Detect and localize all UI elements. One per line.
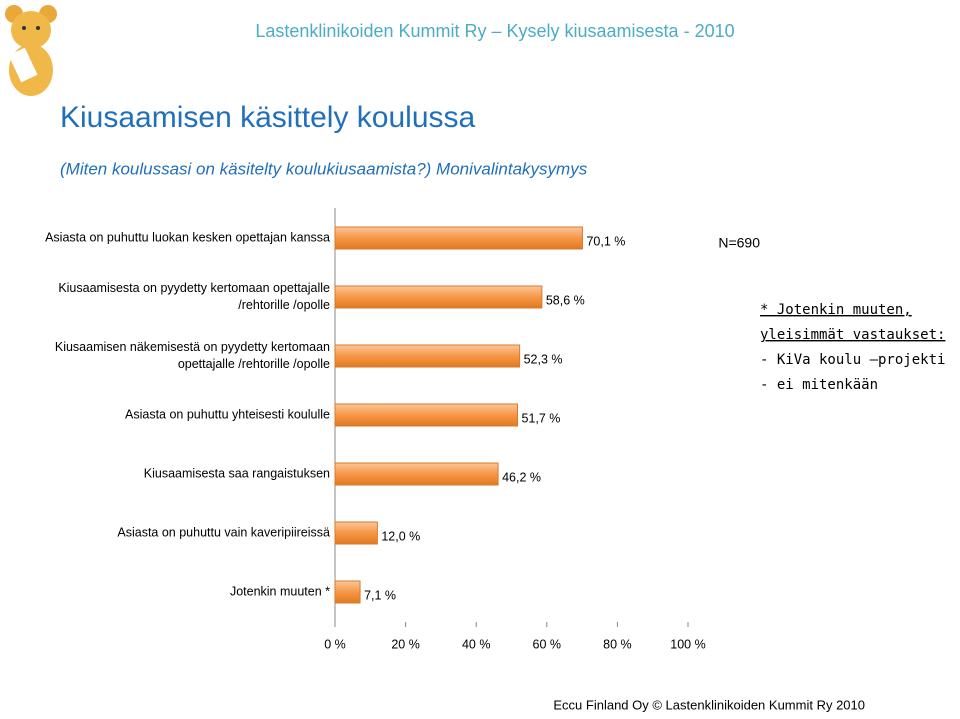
subtitle: (Miten koulussasi on käsitelty koulukius… bbox=[60, 159, 588, 178]
category-label: Kiusaamisesta on pyydetty kertomaan opet… bbox=[58, 281, 330, 312]
category-label: Asiasta on puhuttu yhteisesti koululle bbox=[125, 407, 330, 422]
footer: Eccu Finland Oy © Lastenklinikoiden Kumm… bbox=[553, 697, 865, 712]
x-tick-label: 40 % bbox=[462, 637, 491, 651]
bar bbox=[334, 226, 583, 250]
value-label: 51,7 % bbox=[522, 411, 561, 425]
bar bbox=[334, 462, 499, 486]
sample-size: N=690 bbox=[718, 235, 760, 251]
value-label: 7,1 % bbox=[364, 588, 396, 602]
category-label: Jotenkin muuten * bbox=[229, 584, 330, 599]
note: - KiVa koulu –projekti bbox=[760, 352, 945, 368]
logo-bear bbox=[5, 5, 57, 96]
x-tick-label: 60 % bbox=[533, 637, 562, 651]
value-label: 12,0 % bbox=[381, 529, 420, 543]
x-tick-label: 0 % bbox=[324, 637, 346, 651]
category-label: Asiasta on puhuttu luokan kesken opettaj… bbox=[45, 230, 330, 245]
x-tick-label: 80 % bbox=[603, 637, 632, 651]
bar bbox=[334, 580, 361, 604]
x-tick-label: 20 % bbox=[391, 637, 420, 651]
value-label: 70,1 % bbox=[586, 234, 625, 248]
bar bbox=[334, 521, 378, 545]
header: Lastenklinikoiden Kummit Ry – Kysely kiu… bbox=[255, 21, 734, 41]
note: - ei mitenkään bbox=[760, 377, 878, 393]
value-label: 52,3 % bbox=[524, 352, 563, 366]
value-label: 46,2 % bbox=[502, 470, 541, 484]
note: yleisimmät vastaukset: bbox=[760, 327, 945, 343]
category-label: Kiusaamisen näkemisestä on pyydetty kert… bbox=[54, 340, 330, 371]
note: * Jotenkin muuten, bbox=[760, 302, 912, 318]
category-label: Kiusaamisesta saa rangaistuksen bbox=[143, 466, 330, 481]
chart-title: Kiusaamisen käsittely koulussa bbox=[60, 101, 476, 134]
category-label: Asiasta on puhuttu vain kaveripiireissä bbox=[117, 525, 330, 540]
x-tick-label: 100 % bbox=[670, 637, 705, 651]
bar bbox=[334, 403, 519, 427]
value-label: 58,6 % bbox=[546, 293, 585, 307]
bar bbox=[334, 344, 521, 368]
bar bbox=[334, 285, 543, 309]
